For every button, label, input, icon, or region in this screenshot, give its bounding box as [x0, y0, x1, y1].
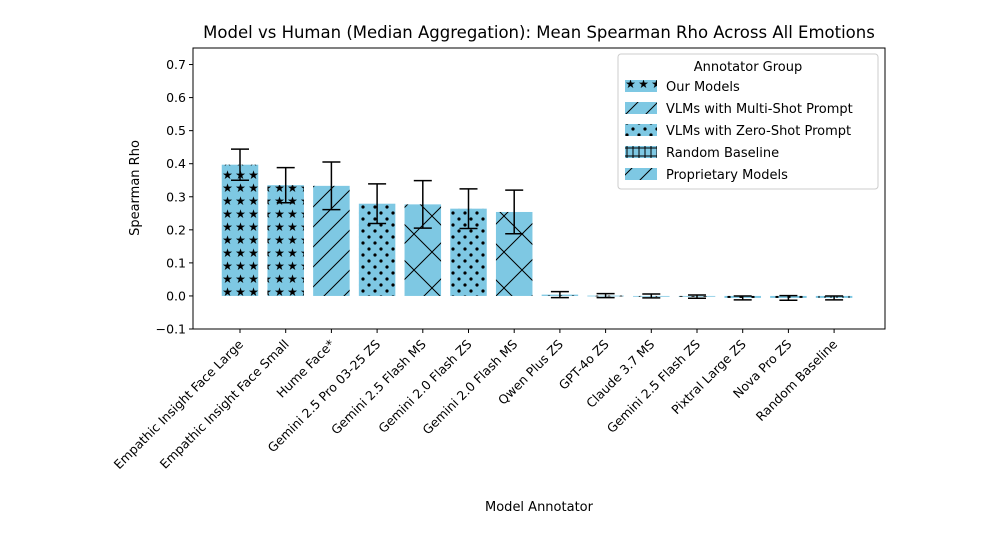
- bars: [221, 164, 853, 298]
- legend-item: Proprietary Models: [625, 168, 788, 183]
- legend-item: Our Models: [625, 80, 740, 95]
- legend-item: Random Baseline: [625, 146, 779, 161]
- error-bar: [642, 293, 661, 299]
- y-tick-label: 0.4: [166, 156, 186, 171]
- bar-hatch: [267, 185, 304, 296]
- legend-swatch-hatch: [625, 124, 657, 136]
- legend-swatch-hatch: [625, 102, 657, 114]
- error-bar: [459, 188, 478, 230]
- legend-label: Random Baseline: [666, 146, 779, 161]
- y-tick-label: 0.6: [166, 90, 186, 105]
- error-bar: [413, 179, 432, 229]
- error-bar: [505, 189, 524, 235]
- error-bar: [779, 294, 798, 301]
- error-bar: [276, 166, 295, 204]
- error-bar: [733, 295, 752, 301]
- legend-label: VLMs with Multi-Shot Prompt: [666, 102, 853, 117]
- legend-label: Our Models: [666, 80, 740, 95]
- error-bar: [322, 161, 341, 211]
- legend-label: VLMs with Zero-Shot Prompt: [666, 124, 851, 139]
- bar: [221, 164, 259, 296]
- legend-swatch-hatch: [625, 168, 657, 180]
- error-bars: [231, 148, 844, 301]
- legend-swatch-hatch: [625, 80, 657, 92]
- error-bar: [231, 148, 249, 181]
- legend: Annotator Group Our Models VLMs with Mult…: [617, 53, 879, 190]
- y-tick-label: 0.0: [166, 288, 186, 303]
- y-tick-label: 0.7: [166, 57, 186, 72]
- x-tick-label: Random Baseline: [753, 336, 841, 424]
- plot-area: [192, 47, 886, 330]
- legend-item: VLMs with Zero-Shot Prompt: [625, 124, 851, 139]
- bar: [358, 203, 396, 296]
- legend-item: VLMs with Multi-Shot Prompt: [625, 102, 853, 117]
- y-axis-label: Spearman Rho: [128, 140, 143, 236]
- y-axis: −0.1 0.0 0.1 0.2 0.3 0.4 0.5 0.6 0.7: [156, 57, 193, 337]
- error-bar: [688, 294, 706, 300]
- error-bar: [825, 295, 844, 301]
- bar: [404, 204, 442, 296]
- legend-box: [617, 53, 879, 190]
- error-bar: [550, 290, 569, 299]
- plot-frame: [192, 47, 886, 330]
- y-tick-label: 0.2: [166, 222, 186, 237]
- x-axis-label: Model Annotator: [485, 500, 594, 515]
- error-bar: [368, 183, 387, 225]
- bar: [450, 208, 487, 296]
- legend-title: Annotator Group: [694, 60, 803, 75]
- legend-swatch-hatch: [625, 146, 657, 158]
- bar: [267, 185, 304, 296]
- y-tick-label: 0.3: [166, 189, 186, 204]
- bar-hatch: [221, 164, 259, 296]
- y-tick-label: −0.1: [156, 322, 186, 337]
- legend-label: Proprietary Models: [666, 168, 788, 183]
- y-tick-label: 0.1: [166, 255, 186, 270]
- error-bar: [596, 292, 615, 299]
- chart-title: Model vs Human (Median Aggregation): Mea…: [203, 23, 875, 42]
- y-tick-label: 0.5: [166, 123, 186, 138]
